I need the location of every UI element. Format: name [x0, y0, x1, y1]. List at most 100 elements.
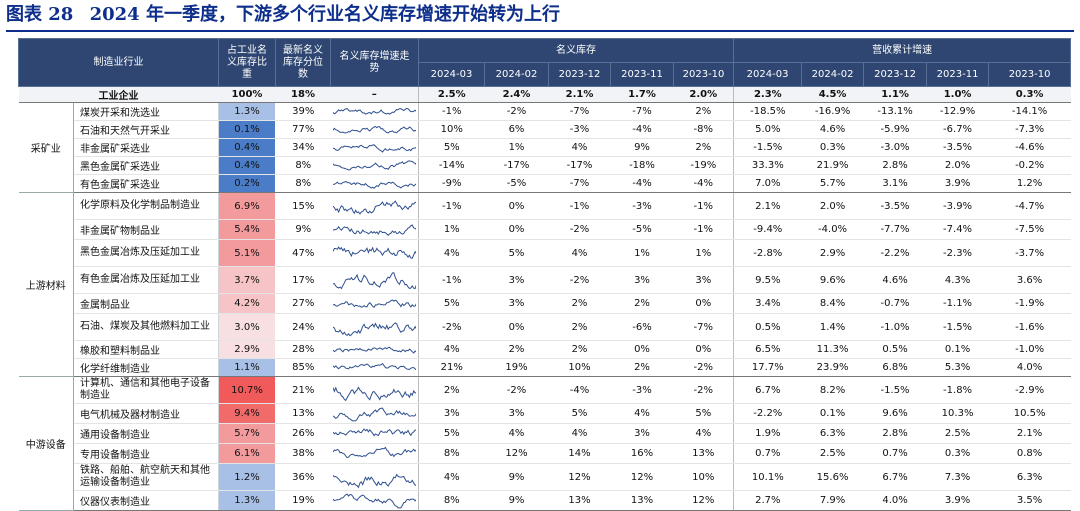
sparkline-svg: [333, 242, 417, 265]
revenue-growth-cell: -1.6%: [988, 313, 1071, 341]
industry-row: 上游材料 化学原料及化学制品制造业 6.9% 15% -1% 0% -1% -3% -1% 2.1…: [18, 192, 1071, 377]
category-label: 中游设备: [18, 376, 74, 511]
percentile-cell: 47%: [275, 239, 331, 267]
inventory-growth-cell: 3%: [484, 293, 549, 314]
revenue-growth-cell: -1.5%: [733, 138, 802, 157]
industry-row: 黑色金属冶炼及压延加工业 5.1% 47% 4% 5% 4% 1% 1% -2.8% 2.9% -2…: [19, 239, 1071, 267]
figure-title: 图表 28 2024 年一季度，下游多个行业名义库存增速开始转为上行: [6, 2, 560, 28]
inventory-growth-cell: -4%: [610, 120, 674, 139]
percentile-cell: 8%: [275, 156, 331, 175]
trend-line: [333, 387, 417, 400]
trend-sparkline: [330, 219, 419, 240]
revenue-growth-cell: 9.6%: [801, 266, 864, 294]
inventory-growth-cell: -17%: [484, 156, 549, 175]
percentile-cell: 21%: [275, 376, 331, 404]
percentile-cell: 34%: [275, 138, 331, 157]
inventory-table: 制造业行业 占工业名义库存比重 最新名义库存分位数 名义库存增速走势 名义库存 …: [18, 38, 1072, 511]
revenue-growth-cell: 0.8%: [988, 443, 1071, 464]
inventory-growth-cell: 2%: [484, 340, 549, 359]
revenue-growth-cell: -6.7%: [926, 120, 989, 139]
total-inv-2: 2.1%: [548, 86, 611, 103]
revenue-growth-cell: 2.0%: [801, 192, 864, 220]
inventory-growth-cell: -7%: [610, 102, 674, 121]
revenue-growth-cell: 1.2%: [988, 174, 1071, 193]
industry-name: 黑色金属冶炼及压延加工业: [73, 239, 219, 267]
revenue-growth-cell: -4.6%: [988, 138, 1071, 157]
revenue-growth-cell: 3.5%: [988, 490, 1071, 511]
trend-sparkline: [330, 340, 419, 359]
inventory-growth-cell: 9%: [610, 138, 674, 157]
inventory-growth-cell: 13%: [610, 490, 674, 511]
revenue-growth-cell: -7.3%: [988, 120, 1071, 139]
industry-name: 石油和天然气开采业: [73, 120, 219, 139]
inventory-growth-cell: 1%: [673, 239, 734, 267]
share-cell: 1.1%: [218, 358, 276, 377]
industry-name: 有色金属冶炼及压延加工业: [73, 266, 219, 294]
sparkline-svg: [333, 379, 417, 402]
inventory-growth-cell: -3%: [610, 192, 674, 220]
industry-name: 化学原料及化学制品制造业: [73, 192, 219, 220]
revenue-growth-cell: 11.3%: [801, 340, 864, 359]
inventory-growth-cell: -2%: [418, 313, 485, 341]
total-inv-1: 2.4%: [484, 86, 549, 103]
revenue-growth-cell: -3.5%: [926, 138, 989, 157]
revenue-growth-cell: -2.3%: [926, 239, 989, 267]
revenue-growth-cell: 2.5%: [926, 423, 989, 444]
revenue-growth-cell: 7.3%: [926, 463, 989, 491]
inventory-growth-cell: 3%: [673, 266, 734, 294]
revenue-growth-cell: 7.9%: [801, 490, 864, 511]
revenue-growth-cell: -13.1%: [863, 102, 927, 121]
inventory-growth-cell: -4%: [673, 174, 734, 193]
trend-line: [333, 494, 417, 508]
inventory-growth-cell: -2%: [484, 102, 549, 121]
title-rule: [6, 30, 1074, 32]
total-name: 工业企业: [18, 86, 219, 103]
trend-sparkline: [330, 266, 419, 294]
percentile-cell: 36%: [275, 463, 331, 491]
share-cell: 0.2%: [218, 174, 276, 193]
sparkline-svg: [333, 106, 417, 117]
revenue-growth-cell: 33.3%: [733, 156, 802, 175]
inventory-growth-cell: 2%: [610, 293, 674, 314]
inventory-growth-cell: 21%: [418, 358, 485, 377]
share-cell: 4.2%: [218, 293, 276, 314]
inventory-growth-cell: 4%: [548, 138, 611, 157]
percentile-cell: 8%: [275, 174, 331, 193]
trend-sparkline: [330, 490, 419, 511]
inventory-growth-cell: 16%: [610, 443, 674, 464]
revenue-growth-cell: 3.9%: [926, 490, 989, 511]
percentile-cell: 38%: [275, 443, 331, 464]
revenue-growth-cell: -1.9%: [988, 293, 1071, 314]
revenue-growth-cell: 10.3%: [926, 403, 989, 424]
sparkline-svg: [333, 195, 417, 218]
sparkline-svg: [333, 222, 417, 238]
revenue-growth-cell: 3.6%: [988, 266, 1071, 294]
inventory-growth-cell: 3%: [484, 266, 549, 294]
trend-sparkline: [330, 192, 419, 220]
total-rev-0: 2.3%: [733, 86, 802, 103]
sparkline-svg: [333, 446, 417, 462]
inventory-growth-cell: -14%: [418, 156, 485, 175]
inventory-growth-cell: 4%: [418, 239, 485, 267]
revenue-growth-cell: 2.7%: [733, 490, 802, 511]
inventory-growth-cell: 2%: [610, 358, 674, 377]
revenue-growth-cell: -2.2%: [733, 403, 802, 424]
inventory-growth-cell: 1%: [484, 138, 549, 157]
inventory-growth-cell: 0%: [484, 219, 549, 240]
industry-row: 中游设备 计算机、通信和其他电子设备制造业 10.7% 21% 2% -2% -4% -3% -…: [18, 376, 1071, 511]
share-cell: 1.3%: [218, 102, 276, 121]
sparkline-svg: [333, 362, 417, 373]
total-rev-4: 0.3%: [988, 86, 1071, 103]
inventory-growth-cell: 9%: [484, 490, 549, 511]
industry-row: 仪器仪表制造业 1.3% 19% 8% 9% 13% 13% 12% 2.7% 7.9% 4.0% 3…: [19, 490, 1071, 511]
industry-name: 橡胶和塑料制品业: [73, 340, 219, 359]
figure-title-text: 2024 年一季度，下游多个行业名义库存增速开始转为上行: [89, 4, 560, 25]
sparkline-svg: [333, 344, 417, 355]
share-cell: 3.7%: [218, 266, 276, 294]
header-inventory-group: 名义库存: [417, 38, 735, 63]
revenue-growth-cell: -9.4%: [733, 219, 802, 240]
revenue-growth-cell: 3.1%: [863, 174, 927, 193]
inventory-growth-cell: 0%: [484, 313, 549, 341]
total-rev-1: 4.5%: [801, 86, 864, 103]
revenue-growth-cell: 2.1%: [988, 423, 1071, 444]
